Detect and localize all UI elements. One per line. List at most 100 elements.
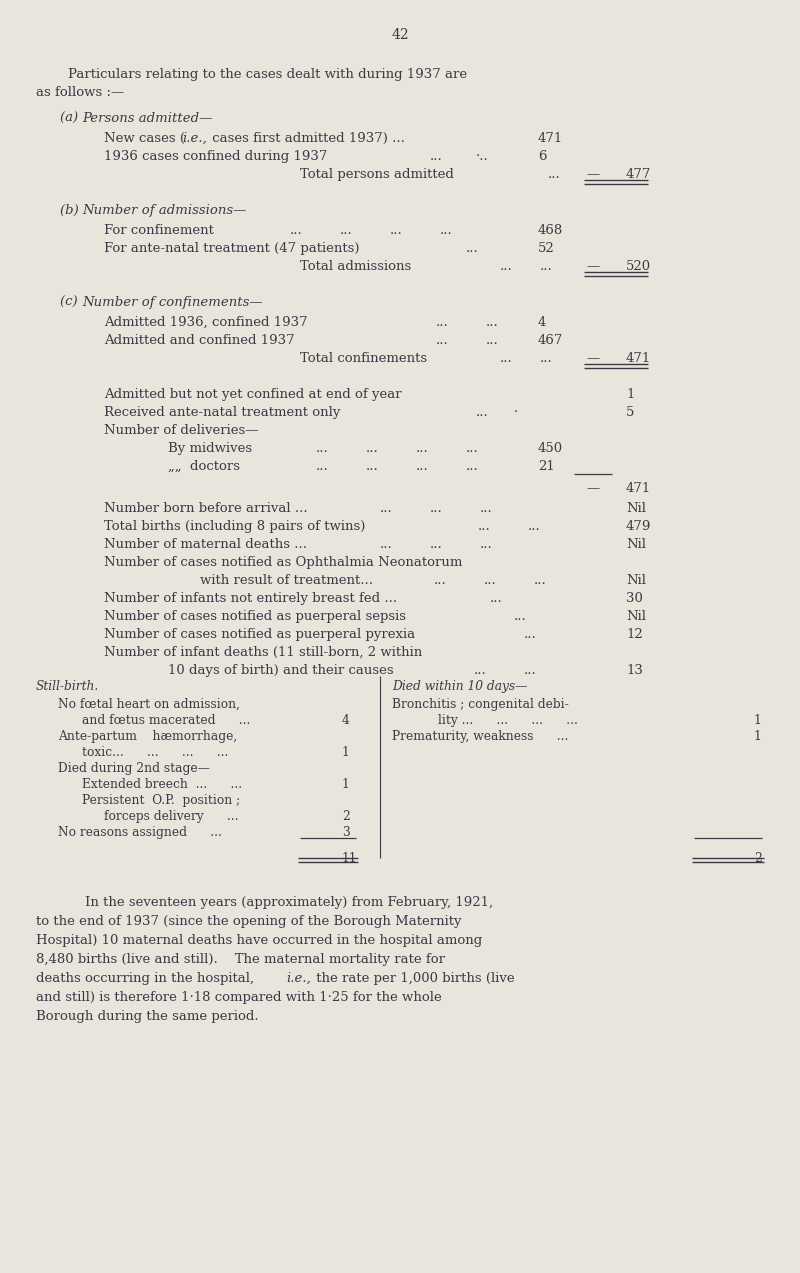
Text: 468: 468 (538, 224, 563, 237)
Text: as follows :—: as follows :— (36, 87, 124, 99)
Text: ...: ... (466, 242, 478, 255)
Text: Total persons admitted: Total persons admitted (300, 168, 454, 181)
Text: Died within 10 days—: Died within 10 days— (392, 680, 527, 693)
Text: 11: 11 (342, 852, 358, 864)
Text: Nil: Nil (626, 502, 646, 516)
Text: ...: ... (524, 665, 537, 677)
Text: ...: ... (500, 260, 513, 272)
Text: 1: 1 (626, 388, 634, 401)
Text: (a): (a) (60, 112, 82, 125)
Text: 12: 12 (626, 628, 642, 642)
Text: 13: 13 (626, 665, 643, 677)
Text: ...: ... (534, 574, 546, 587)
Text: For ante-natal treatment (47 patients): For ante-natal treatment (47 patients) (104, 242, 359, 255)
Text: Number of cases notified as Ophthalmia Neonatorum: Number of cases notified as Ophthalmia N… (104, 556, 462, 569)
Text: Admitted but not yet confined at end of year: Admitted but not yet confined at end of … (104, 388, 402, 401)
Text: 471: 471 (538, 132, 563, 145)
Text: ...: ... (436, 334, 449, 348)
Text: ...: ... (478, 519, 490, 533)
Text: forceps delivery      ...: forceps delivery ... (104, 810, 238, 824)
Text: ...: ... (466, 460, 478, 474)
Text: Number born before arrival ...: Number born before arrival ... (104, 502, 308, 516)
Text: Died during 2nd stage—: Died during 2nd stage— (58, 763, 210, 775)
Text: ...: ... (540, 260, 553, 272)
Text: ...: ... (366, 460, 378, 474)
Text: ...: ... (416, 460, 429, 474)
Text: ...: ... (430, 502, 442, 516)
Text: No reasons assigned      ...: No reasons assigned ... (58, 826, 222, 839)
Text: Admitted and confined 1937: Admitted and confined 1937 (104, 334, 294, 348)
Text: ...: ... (466, 442, 478, 454)
Text: 471: 471 (626, 482, 651, 495)
Text: 1: 1 (342, 746, 350, 759)
Text: 1: 1 (754, 714, 762, 727)
Text: ...: ... (476, 406, 489, 419)
Text: 471: 471 (626, 353, 651, 365)
Text: ...: ... (490, 592, 502, 605)
Text: ...: ... (316, 442, 329, 454)
Text: —: — (586, 168, 599, 181)
Text: Borough during the same period.: Borough during the same period. (36, 1009, 258, 1023)
Text: toxic...      ...      ...      ...: toxic... ... ... ... (82, 746, 228, 759)
Text: ...: ... (440, 224, 453, 237)
Text: ...: ... (430, 538, 442, 551)
Text: 479: 479 (626, 519, 651, 533)
Text: Number of deliveries—: Number of deliveries— (104, 424, 258, 437)
Text: Prematurity, weakness      ...: Prematurity, weakness ... (392, 729, 568, 743)
Text: cases first admitted 1937) ...: cases first admitted 1937) ... (208, 132, 405, 145)
Text: 477: 477 (626, 168, 651, 181)
Text: ...: ... (380, 538, 393, 551)
Text: 52: 52 (538, 242, 554, 255)
Text: 21: 21 (538, 460, 554, 474)
Text: ...: ... (486, 334, 498, 348)
Text: ...: ... (484, 574, 497, 587)
Text: 4: 4 (342, 714, 350, 727)
Text: ...: ... (486, 316, 498, 328)
Text: (c): (c) (60, 297, 82, 309)
Text: In the seventeen years (approximately) from February, 1921,: In the seventeen years (approximately) f… (68, 896, 493, 909)
Text: 1: 1 (342, 778, 350, 791)
Text: ...: ... (416, 442, 429, 454)
Text: Number of confinements—: Number of confinements— (82, 297, 262, 309)
Text: Nil: Nil (626, 574, 646, 587)
Text: ...: ... (436, 316, 449, 328)
Text: ...: ... (548, 168, 561, 181)
Text: and fœtus macerated      ...: and fœtus macerated ... (82, 714, 250, 727)
Text: ...: ... (390, 224, 402, 237)
Text: Ante-partum    hæmorrhage,: Ante-partum hæmorrhage, (58, 729, 238, 743)
Text: with result of treatment...: with result of treatment... (200, 574, 373, 587)
Text: Extended breech  ...      ...: Extended breech ... ... (82, 778, 242, 791)
Text: For confinement: For confinement (104, 224, 214, 237)
Text: 3: 3 (342, 826, 350, 839)
Text: 2: 2 (754, 852, 762, 864)
Text: Total births (including 8 pairs of twins): Total births (including 8 pairs of twins… (104, 519, 366, 533)
Text: 467: 467 (538, 334, 563, 348)
Text: No fœtal heart on admission,: No fœtal heart on admission, (58, 698, 240, 712)
Text: Admitted 1936, confined 1937: Admitted 1936, confined 1937 (104, 316, 308, 328)
Text: 42: 42 (391, 28, 409, 42)
Text: 520: 520 (626, 260, 651, 272)
Text: —: — (586, 353, 599, 365)
Text: 5: 5 (626, 406, 634, 419)
Text: ...: ... (528, 519, 541, 533)
Text: ...: ... (514, 610, 526, 622)
Text: i.e.,: i.e., (286, 973, 311, 985)
Text: Nil: Nil (626, 610, 646, 622)
Text: and still) is therefore 1·18 compared with 1·25 for the whole: and still) is therefore 1·18 compared wi… (36, 990, 442, 1004)
Text: 6: 6 (538, 150, 546, 163)
Text: ...: ... (340, 224, 353, 237)
Text: ...: ... (480, 502, 493, 516)
Text: ...: ... (480, 538, 493, 551)
Text: Number of cases notified as puerperal sepsis: Number of cases notified as puerperal se… (104, 610, 406, 622)
Text: Number of cases notified as puerperal pyrexia: Number of cases notified as puerperal py… (104, 628, 415, 642)
Text: Number of infant deaths (11 still-born, 2 within: Number of infant deaths (11 still-born, … (104, 645, 422, 659)
Text: Number of admissions—: Number of admissions— (82, 204, 246, 216)
Text: i.e.,: i.e., (182, 132, 207, 145)
Text: ...: ... (524, 628, 537, 642)
Text: —: — (586, 482, 599, 495)
Text: Particulars relating to the cases dealt with during 1937 are: Particulars relating to the cases dealt … (68, 67, 467, 81)
Text: 10 days of birth) and their causes: 10 days of birth) and their causes (168, 665, 394, 677)
Text: Number of infants not entirely breast fed ...: Number of infants not entirely breast fe… (104, 592, 397, 605)
Text: ...: ... (434, 574, 446, 587)
Text: ...: ... (380, 502, 393, 516)
